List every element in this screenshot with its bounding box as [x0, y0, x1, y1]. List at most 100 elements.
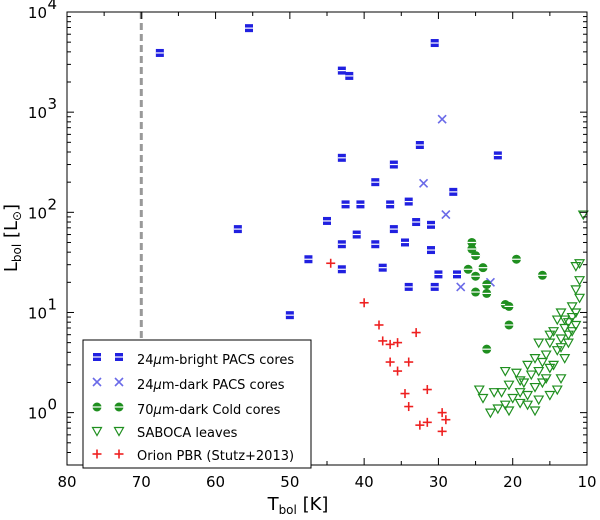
data-point	[510, 368, 522, 379]
data-point	[533, 366, 545, 377]
data-point	[467, 237, 477, 247]
legend-label-saboca: SABOCA leaves	[137, 426, 238, 441]
data-point	[529, 382, 541, 393]
data-point	[434, 270, 443, 279]
data-point	[337, 265, 346, 274]
data-point	[323, 216, 331, 225]
legend-marker-orion	[114, 449, 124, 459]
data-point	[441, 209, 451, 220]
data-point	[304, 255, 313, 264]
data-point	[155, 48, 164, 57]
data-point	[522, 360, 534, 371]
data-point	[356, 200, 365, 209]
y-tick-label: 10	[28, 405, 47, 423]
data-point	[551, 385, 563, 396]
data-point	[484, 408, 496, 419]
data-point	[555, 308, 567, 319]
data-point	[404, 197, 413, 206]
data-point	[471, 287, 481, 297]
data-point	[482, 288, 492, 298]
data-point	[400, 389, 410, 399]
data-point	[378, 263, 387, 272]
data-point	[437, 426, 447, 436]
data-point	[551, 315, 563, 326]
data-point	[404, 357, 414, 367]
data-point	[504, 301, 514, 311]
series-cold_cores	[463, 237, 547, 354]
data-point	[463, 264, 473, 274]
data-point	[456, 282, 466, 292]
legend-label-pacs-bright: 24μm-bright PACS cores	[137, 353, 294, 368]
data-point	[566, 312, 578, 323]
data-point	[352, 230, 361, 239]
data-point	[562, 318, 574, 328]
legend-markers	[91, 353, 125, 459]
legend-marker-saboca	[113, 426, 125, 437]
data-point	[499, 366, 511, 377]
data-point	[245, 24, 253, 33]
data-point	[453, 270, 461, 279]
data-point	[427, 246, 435, 255]
y-tick-exponent: 4	[47, 0, 57, 13]
data-point	[555, 374, 567, 385]
data-point	[411, 328, 421, 338]
data-point	[378, 336, 388, 346]
y-tick-label: 10	[28, 4, 47, 22]
data-point	[393, 338, 403, 348]
data-point	[566, 302, 578, 313]
data-point	[555, 343, 567, 353]
data-point	[386, 200, 395, 209]
data-point	[412, 218, 421, 227]
y-tick-exponent: 0	[47, 396, 57, 414]
data-point	[559, 315, 571, 326]
data-point	[337, 240, 346, 249]
data-point	[574, 259, 586, 269]
data-point	[544, 330, 556, 341]
x-tick-label: 80	[57, 473, 76, 491]
data-point	[499, 400, 511, 411]
x-tick-label: 30	[429, 473, 448, 491]
x-axis-label: Tbol [K]	[267, 494, 329, 517]
legend-marker-pacs_bright	[115, 353, 123, 361]
data-point	[233, 225, 242, 234]
data-point	[533, 395, 545, 406]
data-point	[529, 406, 541, 417]
data-point	[570, 285, 582, 296]
y-tick-exponent: 3	[47, 95, 57, 113]
data-point	[441, 415, 451, 425]
legend: 24μm-bright PACS cores 24μm-dark PACS co…	[82, 339, 312, 469]
data-point	[341, 200, 350, 209]
data-point	[559, 354, 571, 364]
data-point	[385, 357, 395, 367]
data-point	[422, 385, 432, 395]
legend-label-pacs-dark: 24μm-dark PACS cores	[137, 378, 285, 393]
data-point	[374, 320, 384, 330]
data-point	[385, 339, 395, 349]
data-point	[533, 338, 545, 349]
data-point	[522, 400, 534, 411]
data-point	[544, 363, 556, 374]
data-point	[562, 330, 574, 341]
data-point	[478, 263, 488, 273]
legend-marker-cold_cores	[92, 402, 102, 412]
data-point	[419, 178, 429, 188]
series-orion	[326, 258, 451, 436]
data-point	[393, 366, 403, 376]
data-points	[155, 24, 589, 436]
x-tick-label: 20	[503, 473, 522, 491]
data-point	[449, 187, 458, 196]
data-point	[514, 398, 526, 409]
data-point	[437, 114, 447, 124]
data-point	[359, 298, 369, 308]
data-point	[525, 370, 537, 381]
data-point	[371, 178, 380, 187]
legend-label-orion: Orion PBR (Stutz+2013)	[137, 449, 294, 464]
legend-marker-orion	[92, 449, 102, 459]
series-saboca	[473, 210, 589, 419]
data-point	[570, 262, 582, 272]
y-tick-label: 10	[28, 104, 47, 122]
data-point	[401, 238, 409, 247]
data-point	[389, 160, 398, 169]
data-point	[522, 390, 534, 401]
